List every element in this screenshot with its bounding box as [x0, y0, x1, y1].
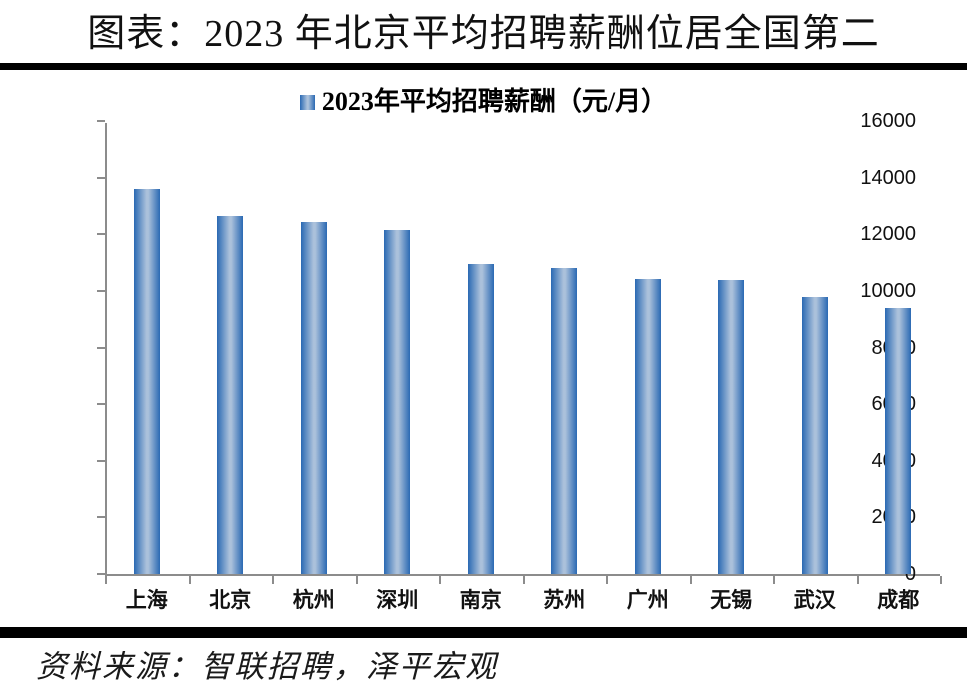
plot-area: 0200040006000800010000120001400016000	[97, 111, 942, 584]
y-tick-label: 12000	[860, 223, 916, 246]
x-tick-mark	[105, 576, 107, 584]
x-tick-mark	[856, 576, 859, 584]
y-tick-mark	[97, 289, 105, 292]
x-label-4: 南京	[459, 588, 502, 612]
x-tick-mark	[439, 576, 441, 584]
bar-4	[467, 264, 494, 574]
x-tick-mark	[188, 576, 191, 584]
x-tick-mark	[773, 576, 775, 584]
bar-5	[551, 268, 578, 574]
x-axis-labels: 上海 北京 杭州 深圳 南京 苏州 广州 无锡 武汉 成都	[105, 588, 940, 612]
bottom-divider	[0, 627, 967, 638]
bar-6	[634, 279, 661, 574]
x-label-2: 杭州	[292, 588, 335, 612]
legend-swatch-icon	[299, 94, 315, 110]
x-label-9: 成都	[877, 588, 920, 612]
y-tick-mark	[97, 573, 105, 575]
x-tick-mark	[940, 576, 942, 584]
source-note: 资料来源：智联招聘，泽平宏观	[36, 649, 498, 684]
bar-7	[718, 280, 745, 574]
y-tick-mark	[97, 233, 105, 236]
bar-3	[384, 230, 411, 574]
bar-9	[885, 308, 912, 574]
x-label-8: 武汉	[793, 588, 836, 612]
bar-2	[300, 222, 327, 574]
y-tick-label: 14000	[860, 166, 916, 189]
x-label-3: 深圳	[376, 588, 419, 612]
y-tick-mark	[97, 403, 105, 406]
x-tick-mark	[355, 576, 358, 584]
y-tick-label: 0	[904, 563, 916, 585]
x-label-6: 广州	[626, 588, 669, 612]
y-tick-mark	[97, 120, 105, 122]
y-tick-label: 16000	[860, 110, 916, 132]
x-tick-mark	[689, 576, 692, 584]
y-tick-mark	[97, 459, 105, 462]
x-label-1: 北京	[209, 588, 252, 612]
bar-chart: 0200040006000800010000120001400016000	[97, 111, 942, 584]
y-tick-label: 10000	[860, 279, 916, 302]
y-tick-mark	[97, 176, 105, 179]
x-tick-mark	[606, 576, 608, 584]
x-label-0: 上海	[125, 588, 168, 612]
x-label-7: 无锡	[710, 588, 753, 612]
bar-8	[801, 297, 828, 574]
bar-0	[133, 189, 160, 574]
x-label-5: 苏州	[543, 588, 586, 612]
bar-1	[217, 216, 244, 574]
chart-legend: 2023年平均招聘薪酬（元/月）	[0, 87, 967, 117]
legend-label: 2023年平均招聘薪酬（元/月）	[321, 87, 668, 116]
top-divider	[0, 63, 967, 70]
y-tick-mark	[97, 346, 105, 349]
x-tick-mark	[522, 576, 525, 584]
x-tick-mark	[272, 576, 274, 584]
page-title: 图表：2023 年北京平均招聘薪酬位居全国第二	[87, 13, 880, 55]
y-tick-mark	[97, 516, 105, 519]
